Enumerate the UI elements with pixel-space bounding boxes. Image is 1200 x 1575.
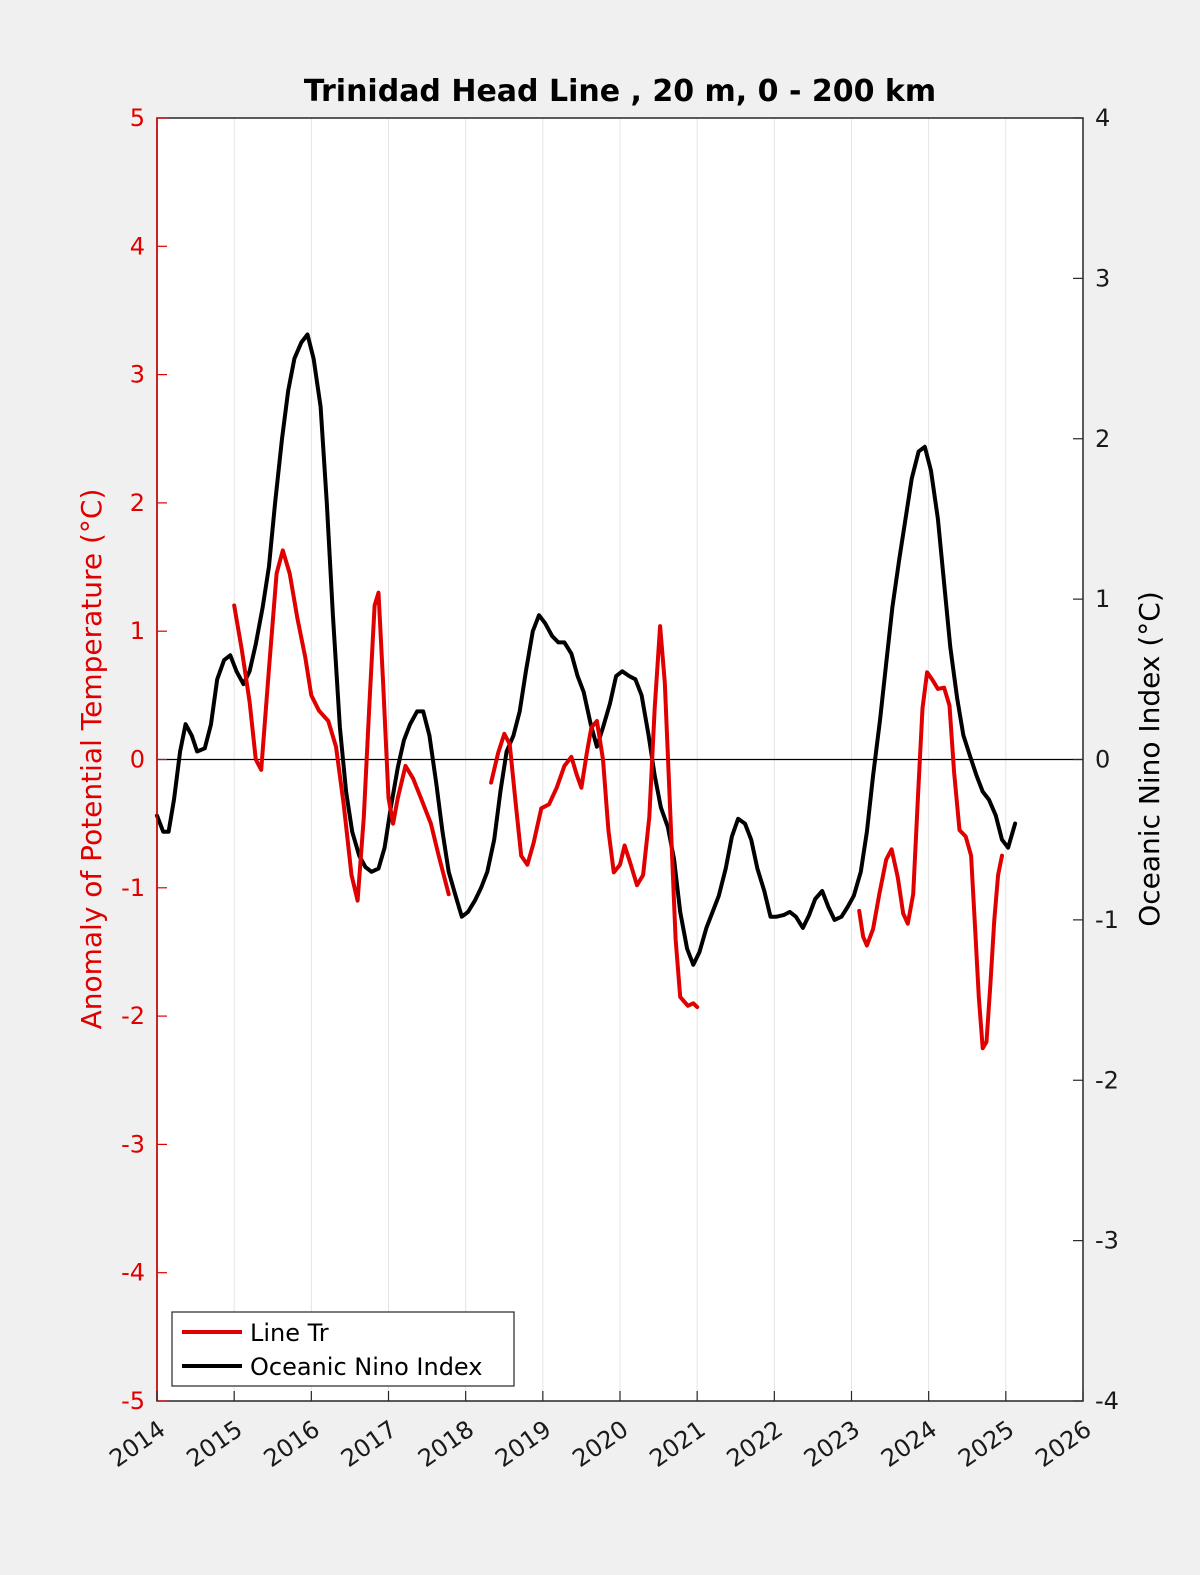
x-tick-label-2019: 2019 — [490, 1415, 556, 1473]
right-tick-label-4: 4 — [1095, 104, 1110, 132]
chart-title: Trinidad Head Line , 20 m, 0 - 200 km — [304, 74, 936, 109]
left-tick-label--3: -3 — [121, 1130, 145, 1158]
series-line-tr-segment-3 — [857, 670, 1004, 1051]
right-tick-label--3: -3 — [1095, 1227, 1119, 1255]
left-axis-ticks: -5 -4 -3 -2 -1 0 1 2 3 4 5 — [121, 104, 167, 1415]
x-tick-label-2016: 2016 — [259, 1415, 325, 1473]
right-tick-label-3: 3 — [1095, 264, 1110, 292]
left-tick-label--2: -2 — [121, 1002, 145, 1030]
left-axis-label: Anomaly of Potential Temperature (°C) — [75, 489, 108, 1030]
left-tick-label-3: 3 — [130, 361, 145, 389]
x-tick-label-2023: 2023 — [799, 1415, 865, 1473]
legend-label-oni: Oceanic Nino Index — [250, 1353, 482, 1381]
right-tick-label--4: -4 — [1095, 1387, 1119, 1415]
x-tick-label-2014: 2014 — [104, 1415, 170, 1473]
left-tick-label-5: 5 — [130, 104, 145, 132]
right-tick-label-1: 1 — [1095, 585, 1110, 613]
x-tick-label-2015: 2015 — [182, 1415, 248, 1473]
x-tick-label-2021: 2021 — [645, 1415, 711, 1473]
left-tick-label--5: -5 — [121, 1387, 145, 1415]
left-tick-label-2: 2 — [130, 489, 145, 517]
right-axis-ticks: -4 -3 -2 -1 0 1 2 3 4 — [1073, 104, 1119, 1415]
series-oceanic-nino-index-segment-1 — [155, 332, 1018, 967]
right-tick-label-2: 2 — [1095, 425, 1110, 453]
x-tick-label-2025: 2025 — [953, 1415, 1019, 1473]
left-tick-label-4: 4 — [130, 232, 145, 260]
series-layer — [155, 332, 1018, 1051]
right-axis-label: Oceanic Nino Index (°C) — [1133, 591, 1166, 927]
left-tick-label--1: -1 — [121, 874, 145, 902]
right-tick-label--2: -2 — [1095, 1066, 1119, 1094]
right-tick-label-0: 0 — [1095, 746, 1110, 774]
left-tick-label--4: -4 — [121, 1259, 145, 1287]
x-tick-label-2020: 2020 — [567, 1415, 633, 1473]
x-axis-ticks: 2014 2015 2016 2017 2018 2019 2020 2021 2022 2023… — [104, 1391, 1096, 1473]
left-tick-label-0: 0 — [130, 746, 145, 774]
left-tick-label-1: 1 — [130, 617, 145, 645]
x-tick-label-2017: 2017 — [336, 1415, 402, 1473]
legend-label-line-tr: Line Tr — [250, 1319, 329, 1347]
x-tick-label-2024: 2024 — [876, 1415, 942, 1473]
series-line-tr-segment-1 — [232, 548, 451, 903]
right-tick-label--1: -1 — [1095, 906, 1119, 934]
x-tick-label-2018: 2018 — [413, 1415, 479, 1473]
x-tick-label-2022: 2022 — [722, 1415, 788, 1473]
x-tick-label-2026: 2026 — [1030, 1415, 1096, 1473]
legend-box — [171, 1311, 515, 1387]
series-line-tr-segment-2 — [489, 624, 700, 1010]
legend: Line Tr Oceanic Nino Index — [171, 1311, 515, 1387]
